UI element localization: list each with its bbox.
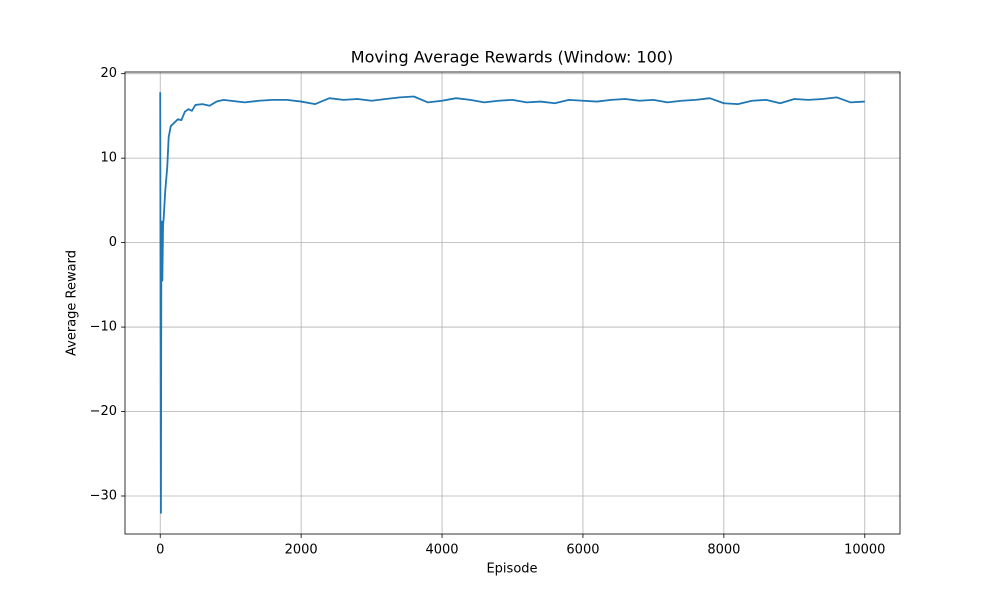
axes-frame [124,71,901,535]
y-axis-label: Average Reward [65,250,80,356]
x-tick-label: 2000 [285,543,318,558]
y-tick-label: 0 [109,235,117,250]
y-tick-label: −30 [90,488,117,503]
y-tick-label: 20 [100,66,117,81]
x-tick-label: 8000 [707,543,740,558]
data-line [159,92,865,514]
x-tick-label: 6000 [566,543,599,558]
x-tick-label: 0 [156,543,164,558]
x-axis-label: Episode [486,562,537,577]
y-tick-label: −10 [90,320,117,335]
x-tick-label: 10000 [844,543,885,558]
y-tick-label: −20 [90,404,117,419]
y-tick-label: 10 [100,151,117,166]
x-tick-label: 4000 [425,543,458,558]
chart-title: Moving Average Rewards (Window: 100) [351,48,673,67]
